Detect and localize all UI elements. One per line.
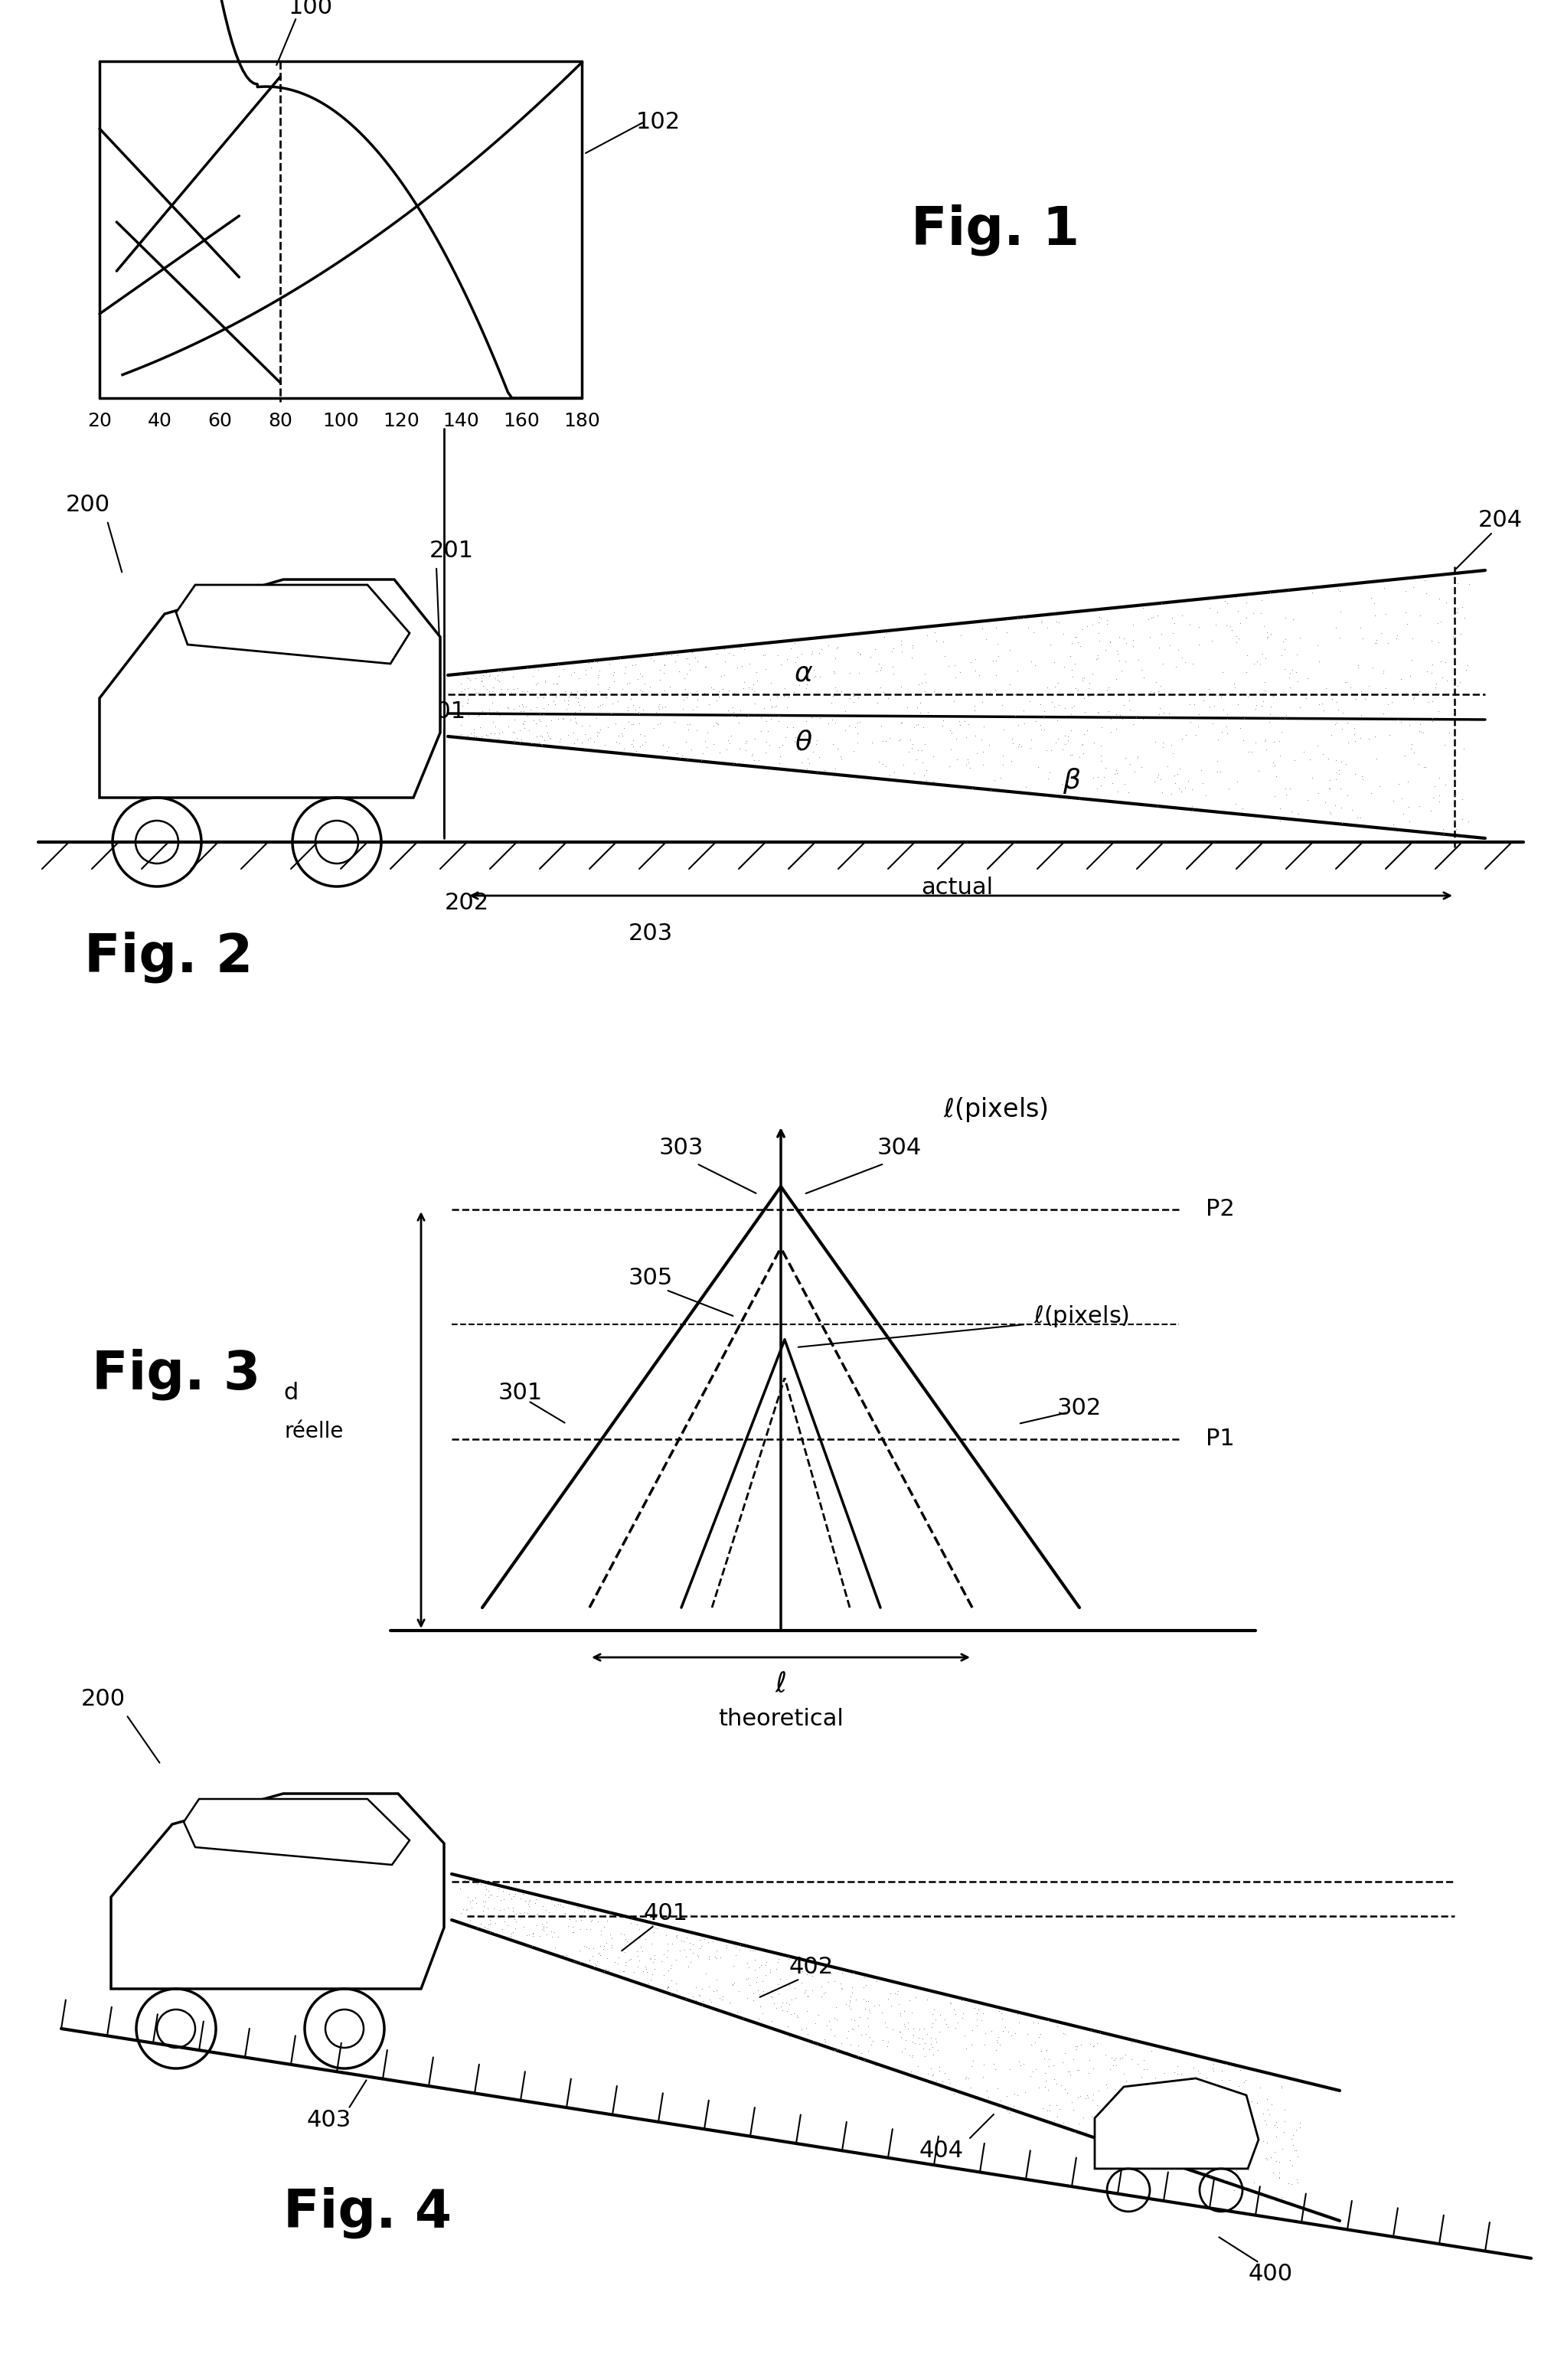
Polygon shape bbox=[111, 1795, 444, 1990]
Text: Fig. 2: Fig. 2 bbox=[84, 931, 253, 983]
Text: P1: P1 bbox=[1206, 1428, 1234, 1449]
Text: P2: P2 bbox=[1206, 1200, 1234, 1221]
Text: 100: 100 bbox=[289, 0, 333, 19]
Polygon shape bbox=[183, 1799, 410, 1866]
Polygon shape bbox=[177, 585, 410, 664]
Text: 304: 304 bbox=[877, 1138, 921, 1159]
Text: 102: 102 bbox=[637, 112, 680, 133]
Text: 402: 402 bbox=[790, 1956, 834, 1978]
Text: 101: 101 bbox=[422, 700, 466, 724]
Text: Fig. 1: Fig. 1 bbox=[910, 205, 1079, 255]
Text: 302: 302 bbox=[1057, 1397, 1101, 1418]
Text: 20: 20 bbox=[88, 412, 111, 431]
Text: 305: 305 bbox=[629, 1266, 673, 1290]
Text: 200: 200 bbox=[81, 1687, 125, 1711]
Text: 204: 204 bbox=[1478, 509, 1523, 531]
Text: 303: 303 bbox=[658, 1138, 704, 1159]
Text: $\ell$(pixels): $\ell$(pixels) bbox=[1034, 1304, 1129, 1330]
Text: $\alpha$: $\alpha$ bbox=[795, 662, 813, 688]
Text: 40: 40 bbox=[147, 412, 172, 431]
Text: 100: 100 bbox=[322, 412, 358, 431]
Text: 200: 200 bbox=[66, 495, 111, 516]
Text: d: d bbox=[283, 1383, 299, 1404]
Text: $\theta$: $\theta$ bbox=[795, 731, 813, 754]
Text: 140: 140 bbox=[443, 412, 480, 431]
Text: 120: 120 bbox=[383, 412, 419, 431]
Text: Fig. 4: Fig. 4 bbox=[283, 2187, 452, 2237]
Text: Fig. 3: Fig. 3 bbox=[92, 1349, 260, 1399]
Text: $\beta$: $\beta$ bbox=[1062, 766, 1081, 795]
Text: 180: 180 bbox=[563, 412, 601, 431]
Text: 160: 160 bbox=[504, 412, 540, 431]
Text: 203: 203 bbox=[629, 923, 673, 945]
Text: 80: 80 bbox=[267, 412, 292, 431]
Text: $\ell$(pixels): $\ell$(pixels) bbox=[943, 1095, 1048, 1123]
Text: 202: 202 bbox=[444, 892, 490, 914]
Text: 400: 400 bbox=[1248, 2263, 1293, 2285]
Text: réelle: réelle bbox=[285, 1421, 344, 1442]
Text: 301: 301 bbox=[499, 1383, 543, 1404]
Polygon shape bbox=[100, 578, 439, 797]
Polygon shape bbox=[1095, 2078, 1259, 2168]
Text: 404: 404 bbox=[920, 2140, 963, 2161]
Text: theoretical: theoretical bbox=[718, 1706, 843, 1730]
Text: 201: 201 bbox=[430, 540, 474, 562]
Text: 60: 60 bbox=[208, 412, 233, 431]
Text: $\ell$: $\ell$ bbox=[776, 1671, 787, 1697]
Text: 403: 403 bbox=[307, 2109, 352, 2132]
Text: actual: actual bbox=[921, 876, 993, 900]
Text: 401: 401 bbox=[644, 1902, 688, 1925]
